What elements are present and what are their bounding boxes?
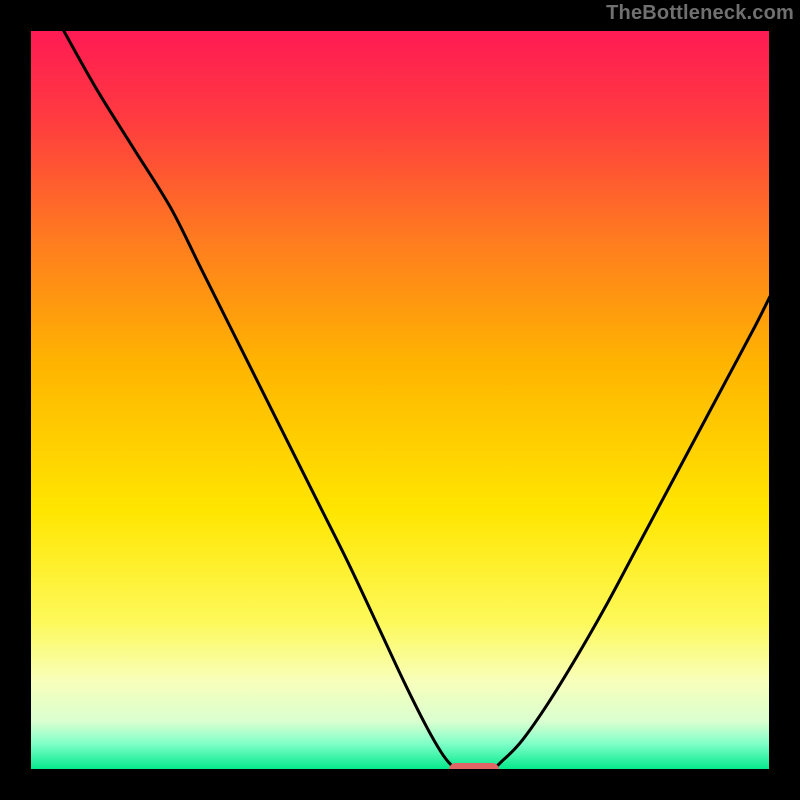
plot-background xyxy=(30,30,770,770)
chart-container: TheBottleneck.com xyxy=(0,0,800,800)
watermark-text: TheBottleneck.com xyxy=(606,2,794,25)
bottleneck-chart xyxy=(0,0,800,800)
